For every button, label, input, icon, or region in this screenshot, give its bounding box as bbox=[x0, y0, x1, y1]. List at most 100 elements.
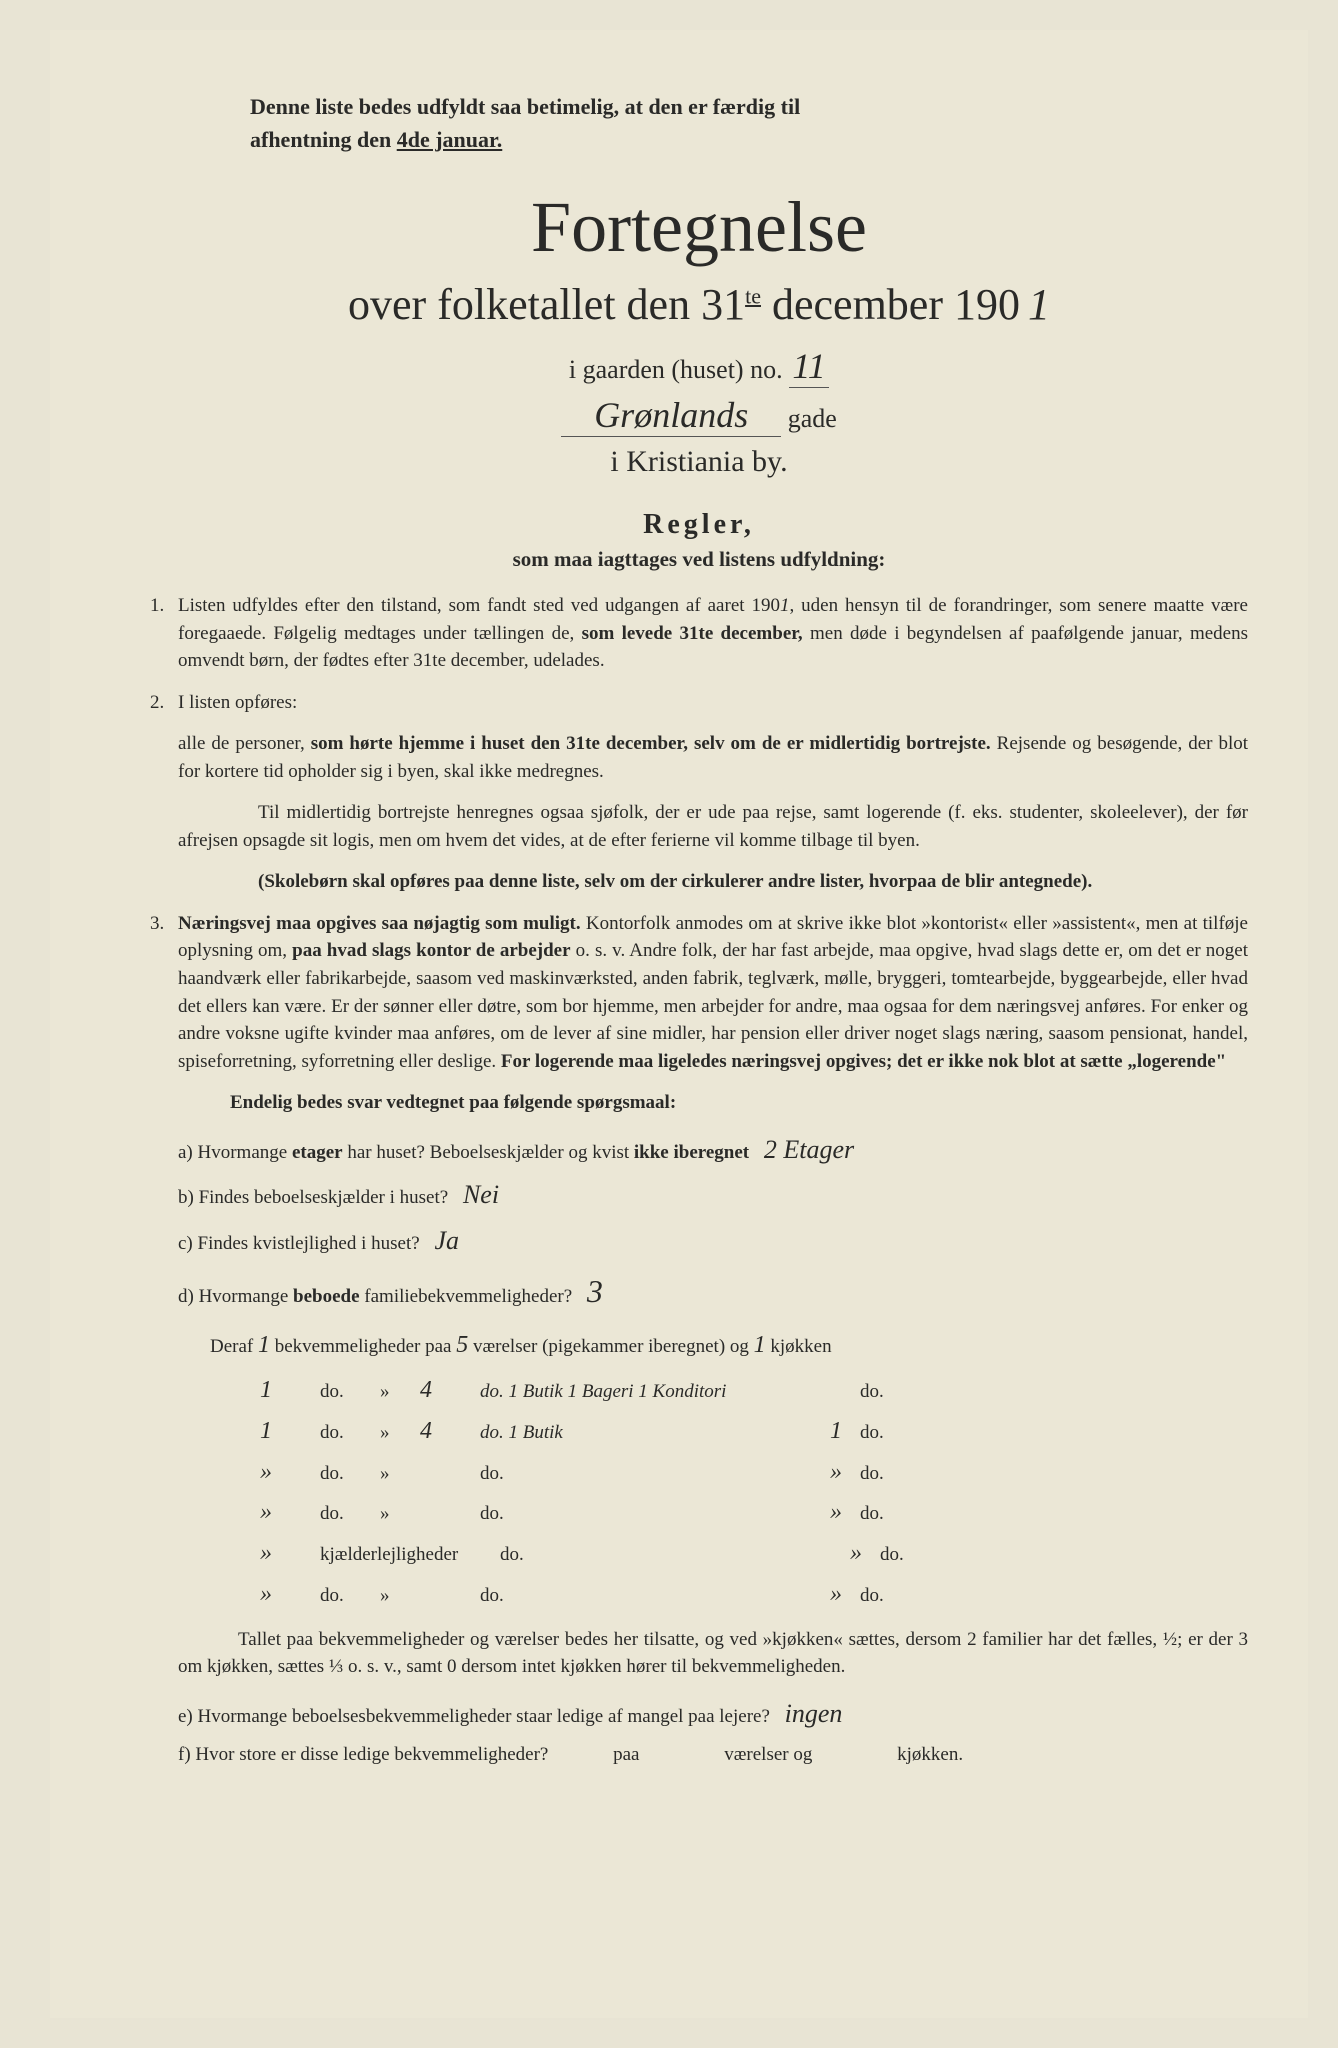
r2-do2: do. bbox=[860, 1419, 900, 1447]
r1-rooms: 4 bbox=[420, 1373, 480, 1408]
house-no-fill: 11 bbox=[789, 345, 829, 388]
rule3-num: 3. bbox=[150, 910, 178, 1075]
qd-c: familiebekvemmeligheder? bbox=[360, 1286, 573, 1307]
rooms-table: 1 do. » 4 do. 1 Butik 1 Bageri 1 Kondito… bbox=[260, 1373, 1248, 1612]
notice-line2a: afhentning den bbox=[250, 127, 397, 152]
question-c: c) Findes kvistlejlighed i huset? Ja bbox=[178, 1222, 1248, 1260]
question-a: a) Hvormange etager har huset? Beboelses… bbox=[178, 1131, 1248, 1169]
r3-do1: do. bbox=[320, 1460, 380, 1488]
rule2-num: 2. bbox=[150, 689, 178, 717]
rule-3: 3. Næringsvej maa opgives saa nøjagtig s… bbox=[150, 910, 1248, 1075]
qa-a: a) Hvormange bbox=[178, 1142, 292, 1163]
r1-extra: do. 1 Butik 1 Bageri 1 Konditori bbox=[480, 1381, 726, 1402]
qa-b: etager bbox=[292, 1142, 343, 1163]
r3-do: do. bbox=[480, 1460, 830, 1488]
rule3-e: For logerende maa ligeledes næringsvej o… bbox=[501, 1051, 1226, 1072]
qd-fill: 3 bbox=[587, 1273, 603, 1309]
year-fill: 1 bbox=[1028, 280, 1050, 329]
r1-do1: do. bbox=[320, 1378, 380, 1406]
r1-count: 1 bbox=[260, 1373, 320, 1408]
deraf-line: Deraf 1 bekvemmeligheder paa 5 værelser … bbox=[210, 1328, 1248, 1363]
qa-d: ikke iberegnet bbox=[634, 1142, 749, 1163]
rule2-para2: Til midlertidig bortrejste henregnes ogs… bbox=[178, 799, 1248, 854]
qf-vaer: værelser og bbox=[724, 1744, 812, 1765]
subtitle-a: over folketallet den 31 bbox=[348, 280, 745, 329]
r2-extra: do. 1 Butik bbox=[480, 1422, 563, 1443]
question-e: e) Hvormange beboelsesbekvemmeligheder s… bbox=[178, 1695, 1248, 1733]
rule2-b: alle de personer, bbox=[178, 733, 311, 754]
r4-sym: » bbox=[380, 1500, 420, 1528]
document-page: Denne liste bedes udfyldt saa betimelig,… bbox=[50, 30, 1308, 2018]
qc-a: c) Findes kvistlejlighed i huset? bbox=[178, 1233, 420, 1254]
addr-label: i gaarden (huset) no. bbox=[569, 355, 789, 384]
r4-kj: » bbox=[830, 1495, 860, 1530]
qf-paa: paa bbox=[613, 1744, 639, 1765]
question-d: d) Hvormange beboede familiebekvemmeligh… bbox=[178, 1268, 1248, 1314]
r1-do2: do. bbox=[860, 1378, 900, 1406]
qe-a: e) Hvormange beboelsesbekvemmeligheder s… bbox=[178, 1706, 770, 1727]
notice-date: 4de januar. bbox=[397, 127, 503, 152]
rule3-a: Næringsvej maa opgives saa nøjagtig som … bbox=[178, 913, 581, 934]
notice-line1: Denne liste bedes udfyldt saa betimelig,… bbox=[250, 94, 800, 119]
r3-do2: do. bbox=[860, 1460, 900, 1488]
deraf-n1: 1 bbox=[258, 1332, 270, 1358]
rule1-num: 1. bbox=[150, 592, 178, 675]
deraf-b: bekvemmeligheder paa bbox=[275, 1336, 456, 1357]
rule-2: 2. I listen opføres: bbox=[150, 689, 1248, 717]
r3-kj: » bbox=[830, 1455, 860, 1490]
r6-do: do. bbox=[480, 1582, 830, 1610]
r6-count: » bbox=[260, 1577, 320, 1612]
r6-do2: do. bbox=[860, 1582, 900, 1610]
rules-list: 1. Listen udfyldes efter den tilstand, s… bbox=[150, 592, 1248, 1768]
r2-sym: » bbox=[380, 1419, 420, 1447]
footer-note: Tallet paa bekvemmeligheder og værelser … bbox=[178, 1626, 1248, 1681]
r4-do1: do. bbox=[320, 1500, 380, 1528]
gade-label: gade bbox=[788, 404, 837, 433]
r3-sym: » bbox=[380, 1460, 420, 1488]
deraf-c: værelser (pigekammer iberegnet) og bbox=[473, 1336, 754, 1357]
qb-a: b) Findes beboelseskjælder i huset? bbox=[178, 1187, 448, 1208]
table-row: » do. » do. » do. bbox=[260, 1455, 1248, 1490]
rule2-para1: alle de personer, som hørte hjemme i hus… bbox=[178, 730, 1248, 785]
r2-kj: 1 bbox=[830, 1414, 860, 1449]
r5-do: do. bbox=[500, 1541, 850, 1569]
rule3-c: paa hvad slags kontor de arbejder bbox=[292, 940, 570, 961]
question-f: f) Hvor store er disse ledige bekvemmeli… bbox=[178, 1741, 1248, 1769]
r6-do1: do. bbox=[320, 1582, 380, 1610]
city-label: i Kristiania by. bbox=[150, 445, 1248, 479]
rule1-c: som levede 31te december, bbox=[582, 623, 803, 644]
subtitle-sup: te bbox=[745, 283, 761, 308]
r5-count: » bbox=[260, 1536, 320, 1571]
table-row: » kjælderlejligheder do. » do. bbox=[260, 1536, 1248, 1571]
doc-subtitle: over folketallet den 31te december 1901 bbox=[150, 279, 1248, 330]
qa-fill: 2 Etager bbox=[764, 1135, 854, 1164]
deraf-n3: 1 bbox=[754, 1332, 766, 1358]
rule2-para3: (Skolebørn skal opføres paa denne liste,… bbox=[178, 868, 1248, 896]
rules-subheading: som maa iagttages ved listens udfyldning… bbox=[150, 547, 1248, 572]
r5-kjlabel: kjælderlejligheder bbox=[320, 1541, 500, 1569]
qe-fill: ingen bbox=[785, 1699, 843, 1728]
deraf-a: Deraf bbox=[210, 1336, 258, 1357]
r5-do2: do. bbox=[880, 1541, 920, 1569]
table-row: » do. » do. » do. bbox=[260, 1495, 1248, 1530]
r4-count: » bbox=[260, 1495, 320, 1530]
r6-kj: » bbox=[830, 1577, 860, 1612]
r2-rooms: 4 bbox=[420, 1414, 480, 1449]
r6-sym: » bbox=[380, 1582, 420, 1610]
table-row: 1 do. » 4 do. 1 Butik 1 Bageri 1 Kondito… bbox=[260, 1373, 1248, 1408]
deraf-n2: 5 bbox=[456, 1332, 468, 1358]
r1-sym: » bbox=[380, 1378, 420, 1406]
top-notice: Denne liste bedes udfyldt saa betimelig,… bbox=[250, 90, 1248, 156]
r4-do2: do. bbox=[860, 1500, 900, 1528]
rule2-a: I listen opføres: bbox=[178, 692, 297, 713]
qf-a: f) Hvor store er disse ledige bekvemmeli… bbox=[178, 1744, 548, 1765]
qb-fill: Nei bbox=[463, 1180, 499, 1209]
table-row: » do. » do. » do. bbox=[260, 1577, 1248, 1612]
r2-count: 1 bbox=[260, 1414, 320, 1449]
doc-title: Fortegnelse bbox=[150, 186, 1248, 269]
questions-heading: Endelig bedes svar vedtegnet paa følgend… bbox=[230, 1089, 1248, 1117]
r5-kj: » bbox=[850, 1536, 880, 1571]
r3-count: » bbox=[260, 1455, 320, 1490]
qf-kj: kjøkken. bbox=[897, 1744, 963, 1765]
qd-b: beboede bbox=[293, 1286, 360, 1307]
